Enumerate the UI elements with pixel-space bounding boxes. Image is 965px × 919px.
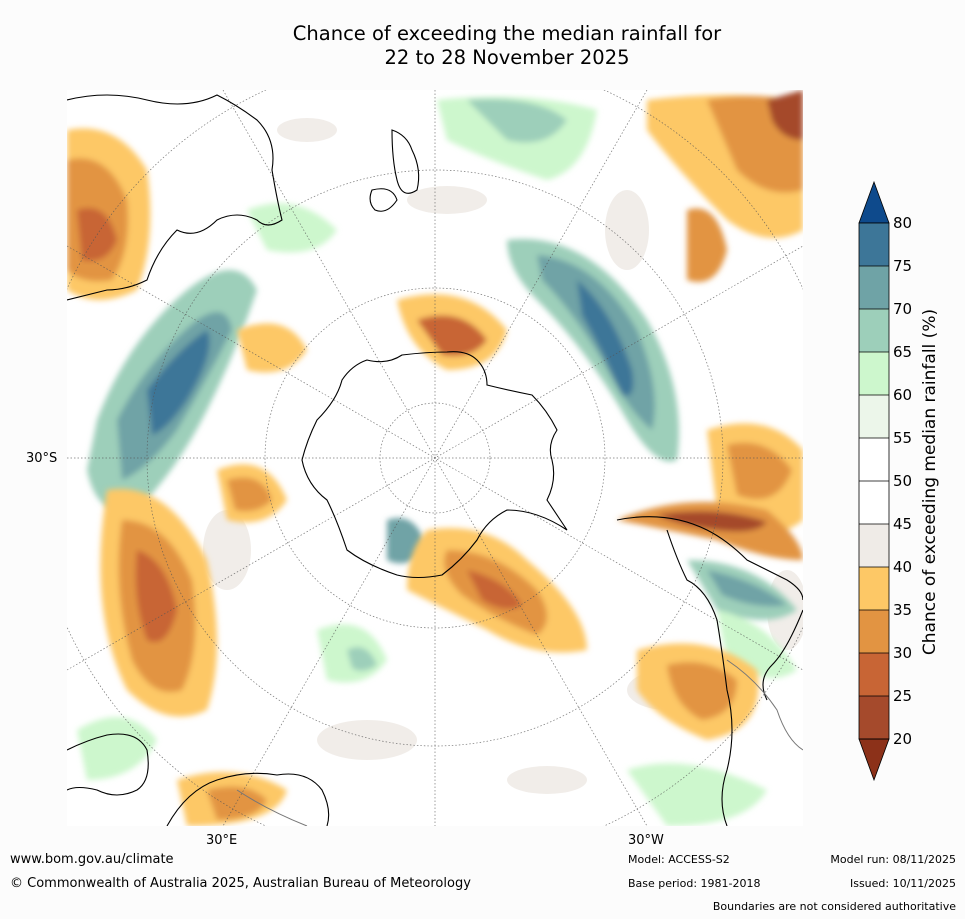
colorbar-band-25-30: [859, 653, 889, 696]
colorbar-tick-65: 65: [893, 343, 913, 361]
footer-issued: Issued: 10/11/2025: [849, 877, 956, 890]
footer-model: Model: ACCESS-S2: [628, 853, 730, 866]
colorbar-title-text: Chance of exceeding median rainfall (%): [920, 308, 940, 656]
colorbar-tick-30: 30: [893, 644, 913, 662]
colorbar-tick-35: 35: [893, 601, 913, 619]
dry-anomaly-layer: [67, 90, 803, 826]
colorbar-tick-20: 20: [893, 730, 913, 748]
australia-coastline: [67, 94, 283, 301]
colorbar-tick-40: 40: [893, 558, 913, 576]
south-america-coastline: [616, 516, 803, 826]
new-zealand-south-coastline: [369, 188, 398, 212]
colorbar-band-20-25: [859, 696, 889, 739]
colorbar-tick-55: 55: [893, 429, 913, 447]
colorbar-band-30-35: [859, 610, 889, 653]
footer-base-period: Base period: 1981-2018: [628, 877, 761, 890]
footer-disclaimer: Boundaries are not considered authoritat…: [712, 900, 956, 913]
colorbar-tick-50: 50: [893, 472, 913, 490]
colorbar-tick-80: 80: [893, 214, 913, 232]
footer-website-link[interactable]: www.bom.gov.au/climate: [10, 852, 174, 867]
coastlines: [67, 94, 803, 826]
colorbar-tick-25: 25: [893, 687, 913, 705]
colorbar-arrow-top: [858, 180, 890, 224]
wet-anomaly-layer: [77, 96, 797, 826]
colorbar-tick-60: 60: [893, 386, 913, 404]
colorbar-band-75-80: [859, 223, 889, 266]
colorbar-tick-75: 75: [893, 257, 913, 275]
longitude-label-30e: 30°E: [206, 833, 238, 848]
map-title-line1: Chance of exceeding the median rainfall …: [292, 22, 722, 45]
colorbar-band-55-60: [859, 395, 889, 438]
rainfall-probability-map: [67, 90, 803, 826]
colorbar-band-65-70: [859, 309, 889, 352]
map-title: Chance of exceeding the median rainfall …: [0, 22, 965, 70]
latitude-label-30s: 30°S: [26, 451, 58, 466]
colorbar-tick-70: 70: [893, 300, 913, 318]
colorbar-arrow-bottom: [858, 738, 890, 782]
colorbar-band-35-40: [859, 567, 889, 610]
footer-copyright: © Commonwealth of Australia 2025, Austra…: [10, 876, 471, 891]
map-title-line2: 22 to 28 November 2025: [384, 46, 630, 69]
country-borders: [236, 659, 803, 826]
colorbar-band-60-65: [859, 352, 889, 395]
footer-model-run: Model run: 08/11/2025: [830, 853, 956, 866]
colorbar-band-70-75: [859, 266, 889, 309]
longitude-label-30w: 30°W: [628, 833, 664, 848]
map-canvas: [67, 90, 803, 826]
colorbar-tick-45: 45: [893, 515, 913, 533]
antarctica-coastline: [301, 351, 568, 579]
colorbar-band-40-45: [859, 524, 889, 567]
africa-coastline: [67, 733, 330, 826]
colorbar-band-45-50: [859, 481, 889, 524]
colorbar: [858, 180, 890, 782]
new-zealand-coastline: [391, 129, 420, 194]
graticule: [67, 90, 803, 826]
colorbar-band-50-55: [859, 438, 889, 481]
